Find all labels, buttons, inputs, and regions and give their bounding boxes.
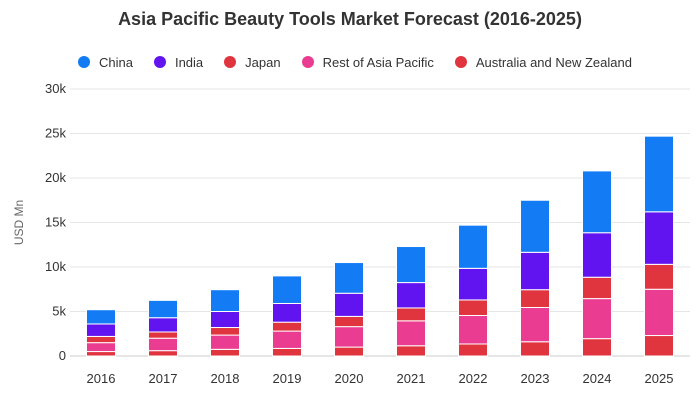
x-tick-label: 2018 <box>211 371 240 386</box>
bar-segment <box>396 282 426 309</box>
bar-segment <box>520 341 550 357</box>
bar-segment <box>148 331 178 339</box>
legend-label: Australia and New Zealand <box>475 54 632 70</box>
bar-segment <box>458 224 488 269</box>
legend-swatch-icon <box>301 56 314 68</box>
legend-label: Rest of Asia Pacific <box>322 54 434 70</box>
x-tick-label: 2016 <box>87 371 116 386</box>
y-axis-label: USD Mn <box>12 200 26 245</box>
bar-segment <box>520 251 550 291</box>
x-tick-label: 2021 <box>397 371 426 386</box>
bar-segment <box>644 263 674 290</box>
bar-segment <box>644 211 674 265</box>
bar-segment <box>458 267 488 301</box>
bar-segment <box>210 311 240 329</box>
chart-title: Asia Pacific Beauty Tools Market Forecas… <box>118 9 582 29</box>
legend-swatch-icon <box>153 56 166 68</box>
bar-segment <box>458 315 488 345</box>
y-tick-label: 15k <box>45 215 66 230</box>
legend-label: Japan <box>245 54 281 70</box>
bar-segment <box>86 335 116 344</box>
bar-segment <box>582 276 612 300</box>
bar-segment <box>210 327 240 336</box>
bar-segment <box>148 299 178 319</box>
bar-segment <box>396 307 426 322</box>
x-tick-label: 2023 <box>521 371 550 386</box>
bar-segment <box>396 246 426 284</box>
y-tick-label: 25k <box>45 126 66 141</box>
bar-segment <box>86 309 116 325</box>
bar-segment <box>520 306 550 343</box>
bar-segment <box>86 351 116 357</box>
x-tick-label: 2024 <box>583 371 612 386</box>
legend-item[interactable]: India <box>153 54 204 70</box>
bar-segment <box>272 321 302 332</box>
bar-segment <box>644 335 674 357</box>
legend-item[interactable]: Japan <box>224 54 281 70</box>
y-tick-label: 10k <box>45 259 66 274</box>
bar-segment <box>210 348 240 357</box>
bar-segment <box>582 170 612 234</box>
bar-segment <box>644 135 674 213</box>
bar-segment <box>582 232 612 278</box>
bar-segment <box>210 334 240 350</box>
legend-item[interactable]: Rest of Asia Pacific <box>301 54 434 70</box>
bar-segment <box>520 199 550 253</box>
bar-segment <box>334 292 364 317</box>
legend-swatch-icon <box>454 56 467 68</box>
x-tick-label: 2022 <box>459 371 488 386</box>
bar-segment <box>86 342 116 353</box>
y-tick-label: 5k <box>52 304 66 319</box>
legend-swatch-icon <box>78 56 90 68</box>
bar-segment <box>458 343 488 357</box>
bar-segment <box>272 302 302 323</box>
bar-segment <box>334 262 364 294</box>
bar-segment <box>396 320 426 347</box>
bar-segment <box>334 326 364 348</box>
bar-segment <box>520 289 550 308</box>
bar-segment <box>210 289 240 313</box>
chart-legend: China India Japan Rest of Asia Pacific Austr… <box>78 53 653 71</box>
bar-segment <box>272 347 302 357</box>
x-tick-label: 2025 <box>645 371 674 386</box>
bar-segment <box>644 288 674 337</box>
legend-label: India <box>174 54 204 70</box>
bar-segment <box>86 323 116 337</box>
x-tick-label: 2017 <box>149 371 178 386</box>
legend-item[interactable]: Australia and New Zealand <box>454 54 632 70</box>
bar-segment <box>272 275 302 304</box>
bar-segment <box>582 338 612 357</box>
x-tick-label: 2020 <box>335 371 364 386</box>
bar-segment <box>334 315 364 328</box>
bar-segment <box>272 330 302 349</box>
bar-segment <box>458 299 488 317</box>
legend-item[interactable]: China <box>78 55 133 70</box>
y-tick-label: 20k <box>45 170 66 185</box>
bar-segment <box>396 345 426 357</box>
bar-segment <box>148 337 178 352</box>
bar-segment <box>582 298 612 340</box>
bar-segment <box>148 350 178 357</box>
bar-segment <box>148 317 178 333</box>
legend-swatch-icon <box>224 56 237 68</box>
legend-label: China <box>99 54 133 70</box>
y-tick-label: 30k <box>45 81 66 96</box>
y-tick-label: 0 <box>59 348 66 363</box>
bar-segment <box>334 346 364 357</box>
x-tick-label: 2019 <box>273 371 302 386</box>
